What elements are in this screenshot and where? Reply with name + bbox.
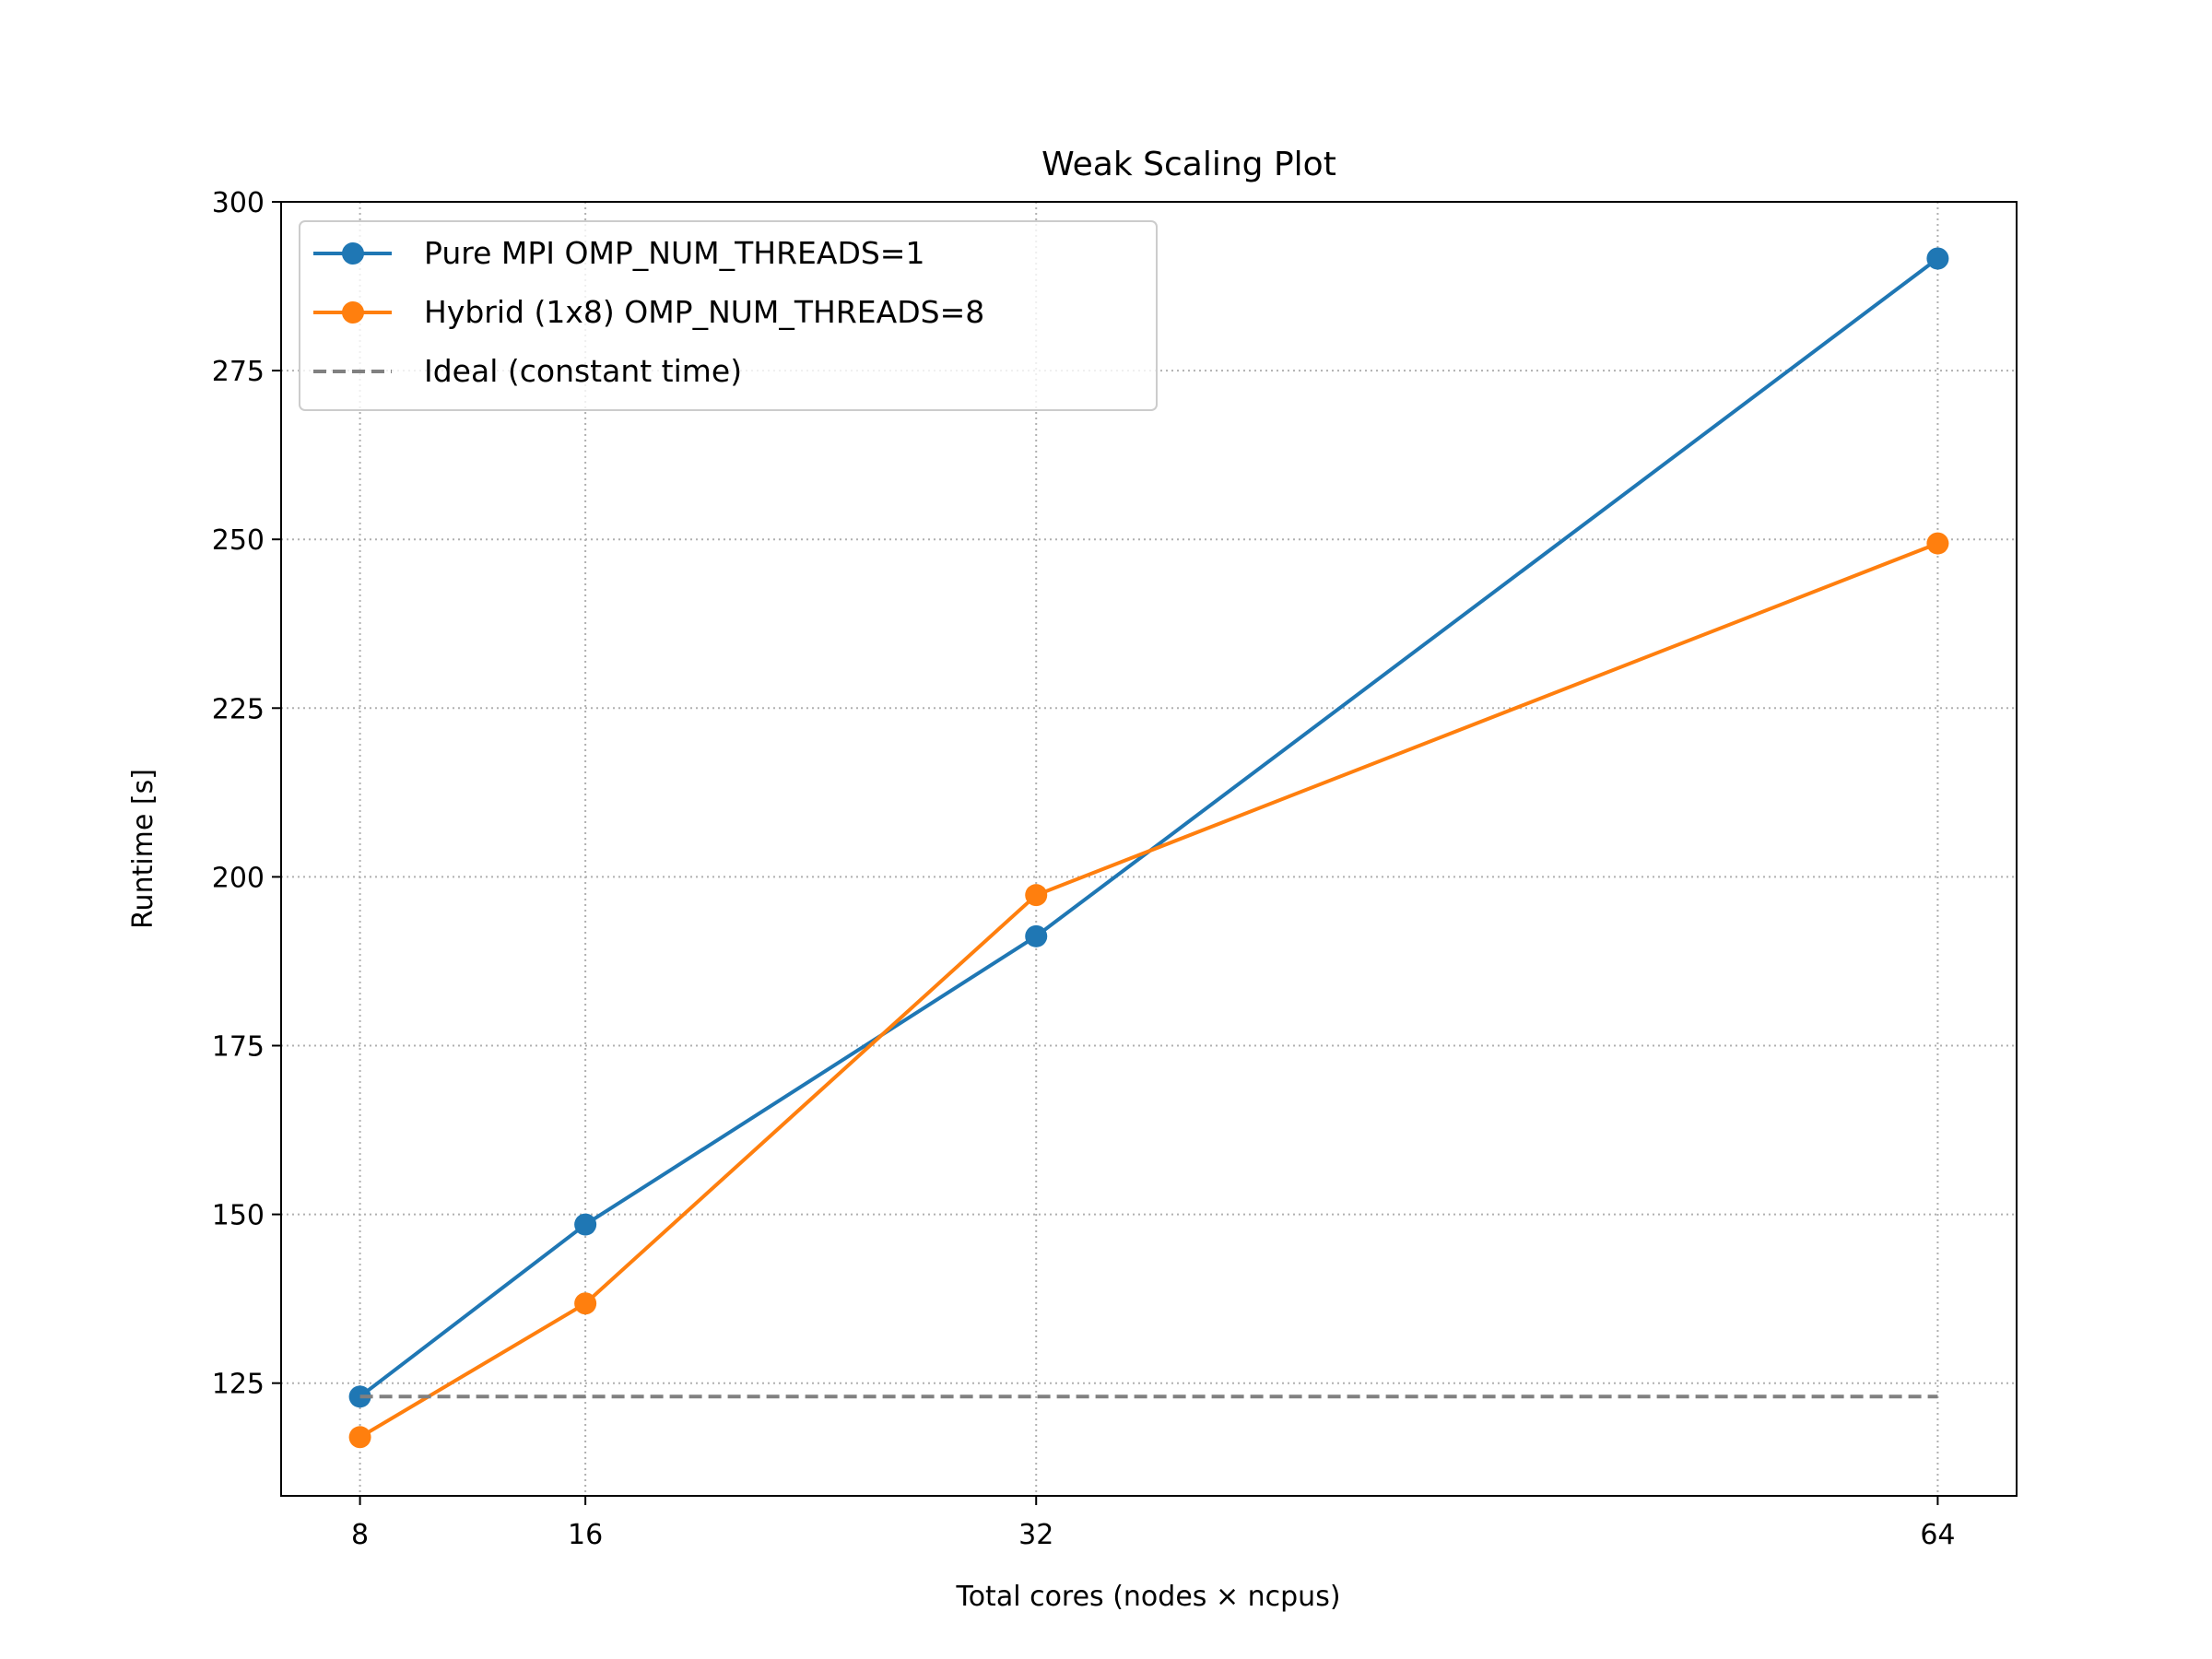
- chart-title: Weak Scaling Plot: [1041, 146, 1336, 183]
- series-line-1: [359, 541, 1939, 1440]
- x-axis-label: Total cores (nodes × ncpus): [955, 1581, 1340, 1613]
- legend-label: Hybrid (1x8) OMP_NUM_THREADS=8: [424, 294, 984, 330]
- series-point: [1025, 924, 1048, 947]
- series-point: [574, 1292, 597, 1315]
- y-tick-label: 250: [212, 524, 265, 557]
- y-tick-label: 125: [212, 1369, 265, 1401]
- series-point: [1926, 532, 1949, 555]
- y-tick-label: 225: [212, 693, 265, 725]
- x-tick-label: 16: [568, 1519, 603, 1551]
- plot-area-frame: [280, 201, 2018, 1497]
- legend: Pure MPI OMP_NUM_THREADS=1 Hybrid (1x8) O…: [299, 220, 1158, 411]
- series-point: [574, 1213, 597, 1236]
- x-tick-label: 32: [1018, 1519, 1053, 1551]
- plot-series: [348, 247, 1949, 1449]
- y-axis-label: Runtime [s]: [127, 769, 159, 929]
- legend-box: [299, 220, 1158, 411]
- y-tick-label: 200: [212, 862, 265, 894]
- legend-label: Ideal (constant time): [424, 353, 742, 389]
- y-tick-label: 275: [212, 356, 265, 388]
- legend-label: Pure MPI OMP_NUM_THREADS=1: [424, 235, 924, 271]
- legend-entries: Pure MPI OMP_NUM_THREADS=1 Hybrid (1x8) O…: [313, 235, 984, 389]
- legend-swatch-marker: [342, 301, 364, 324]
- legend-swatch-marker: [342, 242, 364, 265]
- series-point: [348, 1426, 371, 1449]
- x-tick-label: 64: [1920, 1519, 1955, 1551]
- y-tick-label: 300: [212, 187, 265, 219]
- x-tick-label: 8: [351, 1519, 369, 1551]
- y-tick-label: 175: [212, 1030, 265, 1063]
- axis-ticks: 8 16 32 64 125 150 175 200 225 250 275 300: [212, 187, 1956, 1551]
- y-tick-label: 150: [212, 1200, 265, 1232]
- series-point: [1926, 247, 1949, 270]
- series-point: [348, 1385, 371, 1408]
- series-point: [1025, 884, 1048, 907]
- series-line-0: [359, 256, 1939, 1398]
